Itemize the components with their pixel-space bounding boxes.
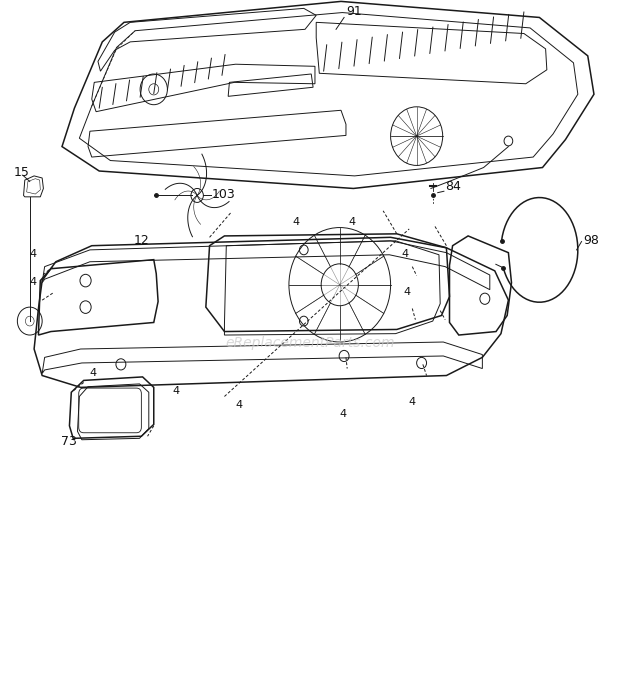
Text: 4: 4	[236, 401, 242, 410]
Text: 12: 12	[133, 235, 149, 247]
Text: 4: 4	[348, 217, 355, 227]
Text: 103: 103	[212, 188, 236, 201]
Text: 84: 84	[445, 180, 461, 193]
Text: 4: 4	[340, 410, 347, 419]
Text: 4: 4	[408, 397, 415, 407]
Text: 4: 4	[30, 277, 37, 287]
Text: 4: 4	[402, 249, 409, 259]
Text: 73: 73	[61, 436, 77, 448]
Text: 4: 4	[403, 287, 410, 297]
Text: eReplacementParts.com: eReplacementParts.com	[225, 336, 395, 350]
Text: 4: 4	[90, 368, 97, 378]
Text: 4: 4	[30, 249, 37, 259]
Text: 98: 98	[583, 235, 599, 247]
Text: 4: 4	[293, 217, 299, 227]
Text: 15: 15	[14, 166, 30, 179]
Text: 91: 91	[346, 6, 361, 18]
Text: 4: 4	[172, 387, 179, 396]
